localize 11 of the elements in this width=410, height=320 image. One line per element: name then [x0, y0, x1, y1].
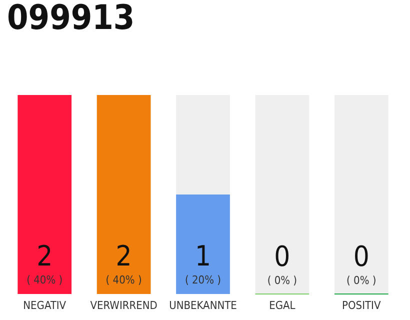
x-tick-label: VERWIRREND — [90, 299, 158, 312]
data-label: 2 ( 40% ) — [26, 240, 63, 286]
data-label: 1 ( 20% ) — [184, 240, 222, 286]
chart-title: 099913 — [7, 0, 135, 38]
data-label: 2 ( 40% ) — [106, 240, 142, 286]
x-tick-label: EGAL — [269, 299, 296, 312]
x-tick-label: UNBEKANNTE — [169, 299, 237, 312]
data-label: 0 ( 0% ) — [267, 240, 298, 287]
data-label: 0 ( 0% ) — [346, 240, 376, 287]
x-tick-label: POSITIV — [342, 299, 381, 312]
x-tick-label: NEGATIV — [23, 299, 66, 312]
